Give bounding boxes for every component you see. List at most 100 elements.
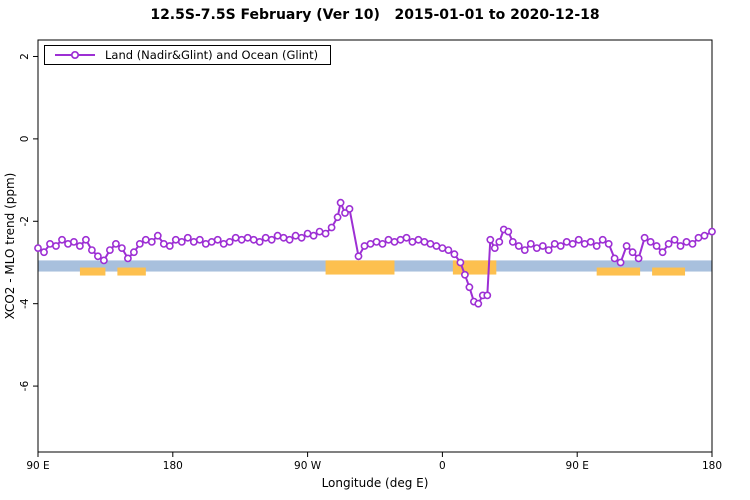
data-point <box>225 237 234 246</box>
data-point <box>574 235 583 244</box>
legend-line-marker-icon <box>55 50 95 60</box>
y-tick-label: 2 <box>19 53 31 60</box>
data-point <box>544 246 553 254</box>
data-point <box>333 213 342 222</box>
data-point <box>327 223 336 232</box>
data-point <box>135 239 144 248</box>
data-point <box>195 235 204 244</box>
data-point <box>153 231 162 240</box>
data-point <box>708 227 716 236</box>
data-point <box>586 237 595 246</box>
data-point <box>520 246 529 254</box>
data-point <box>34 244 42 252</box>
data-point <box>100 256 108 265</box>
data-point <box>670 235 679 244</box>
land-segment <box>652 267 686 276</box>
y-axis-label: XCO2 - MLO trend (ppm) <box>3 173 17 320</box>
data-line <box>37 201 713 305</box>
data-point <box>700 231 709 240</box>
data-point <box>345 204 354 213</box>
chart-title: 12.5S-7.5S February (Ver 10) 2015-01-01 … <box>150 7 600 23</box>
data-point <box>183 233 192 242</box>
data-point <box>456 258 465 267</box>
data-point <box>297 233 306 242</box>
data-point <box>94 252 102 261</box>
x-tick-label: 90 E <box>26 460 49 472</box>
data-point <box>285 235 294 244</box>
data-point <box>165 242 174 250</box>
data-point <box>568 239 577 248</box>
legend-label: Land (Nadir&Glint) and Ocean (Glint) <box>105 48 319 62</box>
data-point <box>556 242 565 250</box>
legend: Land (Nadir&Glint) and Ocean (Glint) <box>44 45 332 65</box>
land-segment <box>596 267 641 276</box>
data-point <box>676 242 685 250</box>
data-point <box>598 235 607 244</box>
data-point <box>460 270 469 279</box>
data-point <box>514 242 523 250</box>
data-point <box>255 237 264 246</box>
data-point <box>309 231 318 240</box>
data-point <box>147 237 156 246</box>
x-axis-label: Longitude (deg E) <box>322 476 429 490</box>
data-point <box>88 246 96 254</box>
data-point <box>610 254 619 263</box>
x-tick-label: 180 <box>702 460 722 472</box>
data-point <box>640 233 649 242</box>
land-segment <box>325 260 395 275</box>
x-tick-label: 0 <box>439 460 446 472</box>
data-point <box>177 237 186 246</box>
data-point <box>508 237 517 246</box>
data-point <box>106 246 114 254</box>
data-point <box>444 246 453 254</box>
data-point <box>622 242 631 250</box>
data-point <box>213 235 222 244</box>
data-point <box>646 237 655 246</box>
data-point <box>688 239 697 248</box>
data-point <box>321 229 330 238</box>
data-point <box>40 248 48 257</box>
data-point <box>538 242 547 250</box>
data-point <box>495 237 504 246</box>
data-point <box>378 239 387 248</box>
y-tick-label: -2 <box>19 216 31 226</box>
data-point <box>336 198 345 207</box>
data-point <box>604 239 613 248</box>
data-point <box>490 244 499 252</box>
data-point <box>118 244 126 252</box>
data-point <box>486 235 495 244</box>
data-point <box>267 235 276 244</box>
y-tick-label: -6 <box>19 381 31 392</box>
data-point <box>634 254 643 263</box>
data-point <box>402 233 411 242</box>
data-point <box>526 239 535 248</box>
data-point <box>465 283 474 292</box>
data-point <box>129 248 138 257</box>
data-point <box>616 258 625 267</box>
data-point <box>112 239 120 248</box>
data-point <box>58 235 66 244</box>
data-point <box>652 242 661 250</box>
x-tick-label: 90 E <box>566 460 589 472</box>
land-segment <box>117 267 146 276</box>
data-point <box>450 250 459 259</box>
data-point <box>628 248 637 257</box>
data-point <box>124 254 132 263</box>
data-point <box>354 252 363 261</box>
data-point <box>70 237 78 246</box>
data-point <box>664 239 673 248</box>
data-point <box>52 242 60 250</box>
y-tick-label: 0 <box>19 136 31 143</box>
data-point <box>474 299 483 308</box>
data-point <box>592 242 601 250</box>
x-tick-label: 180 <box>163 460 183 472</box>
y-tick-label: -4 <box>19 298 31 309</box>
x-tick-label: 90 W <box>294 460 322 472</box>
data-point <box>504 227 513 236</box>
data-point <box>82 235 90 244</box>
data-point <box>76 242 84 250</box>
data-point <box>658 248 667 257</box>
data-point <box>483 291 492 300</box>
